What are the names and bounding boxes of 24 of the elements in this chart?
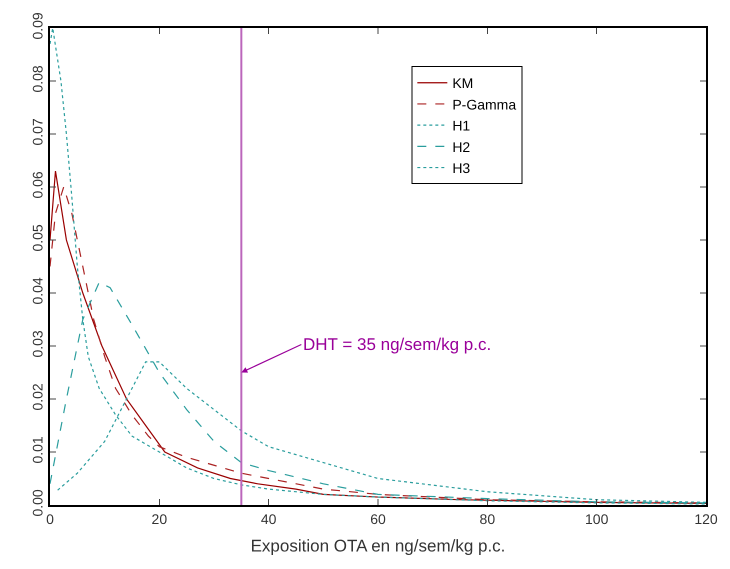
y-tick-label: 0.07 [29,118,46,146]
y-tick-label: 0.09 [29,12,46,40]
y-tick-label: 0.05 [29,224,46,252]
legend-label: KM [452,75,474,92]
x-axis-title: Exposition OTA en ng/sem/kg p.c. [250,536,506,556]
legend-label: P-Gamma [452,96,516,112]
x-tick-label: 80 [480,510,496,527]
x-tick-label: 120 [694,510,718,527]
legend-label: H2 [452,138,470,155]
legend-label: H1 [452,118,470,134]
y-tick-label: 0.00 [29,489,46,517]
y-tick-label: 0.03 [29,330,46,358]
x-tick-label: 100 [584,510,609,527]
y-tick-label: 0.04 [29,277,46,305]
y-tick-label: 0.08 [29,65,46,93]
y-tick-label: 0.02 [29,383,46,411]
annotation: DHT = 35 ng/sem/kg p.c. [303,335,492,354]
y-tick-label: 0.01 [29,436,46,464]
x-tick-label: 60 [370,510,386,527]
y-tick-label: 0.06 [29,171,46,199]
x-tick-label: 40 [260,510,277,527]
x-tick-label: 20 [152,510,168,527]
x-tick-label: 0 [46,510,54,527]
legend-label: H3 [452,160,470,176]
